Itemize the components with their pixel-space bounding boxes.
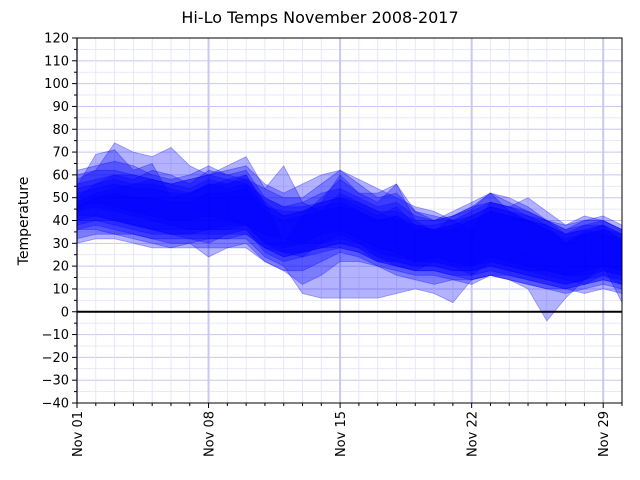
y-tick-label: 10 [52,282,69,297]
y-tick-label: 50 [52,191,69,206]
grid-lines [76,37,623,404]
y-tick-label: 90 [52,100,69,115]
y-axis-label: Temperature [16,177,32,267]
y-tick-label: −20 [42,351,69,366]
y-tick-label: 20 [52,260,69,275]
y-tick-label: 0 [61,305,69,320]
tick-labels: −40 −30 −20 −10 0 10 20 30 40 50 60 70 80 90 100 110 120… [42,32,613,458]
y-tick-label: 110 [44,54,69,69]
x-tick-label: Nov 15 [334,411,349,457]
y-tick-label: −30 [42,374,69,389]
y-tick-label: 70 [52,146,69,161]
y-tick-label: 40 [52,214,69,229]
y-tick-label: 120 [44,32,69,47]
temperature-bands [76,142,623,322]
x-tick-label: Nov 01 [71,411,86,457]
x-tick-label: Nov 29 [597,411,612,457]
chart-title: Hi-Lo Temps November 2008-2017 [181,8,458,27]
y-tick-label: 80 [52,123,69,138]
y-tick-label: 100 [44,77,69,92]
y-tick-label: −10 [42,328,69,343]
x-tick-label: Nov 22 [466,411,481,457]
x-tick-label: Nov 08 [203,411,218,457]
y-tick-label: −40 [42,397,69,412]
y-tick-label: 30 [52,237,69,252]
y-tick-label: 60 [52,168,69,183]
axes [72,37,623,408]
